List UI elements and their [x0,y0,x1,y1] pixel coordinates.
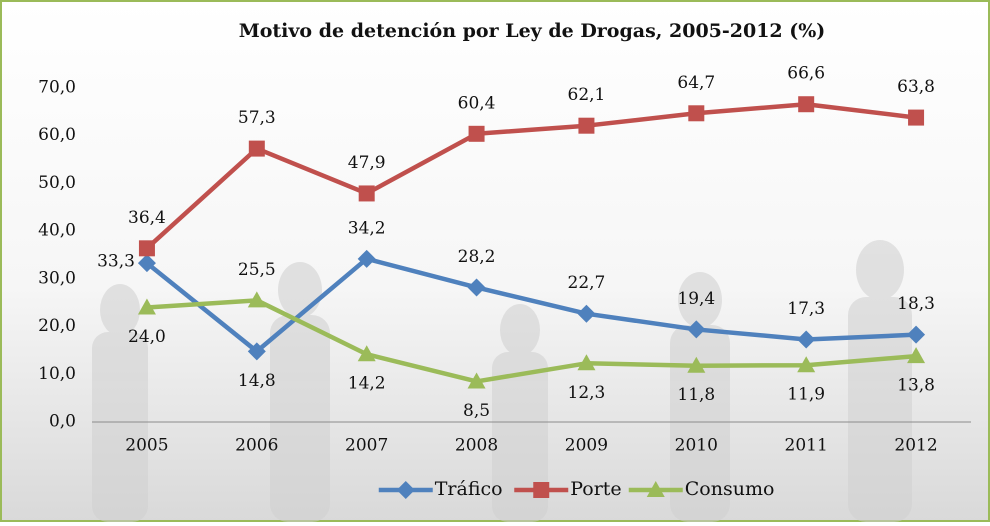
data-label: 34,2 [348,218,386,238]
data-label: 33,3 [97,252,135,272]
y-tick-label: 40,0 [38,221,76,241]
data-label: 13,8 [897,376,935,396]
x-tick-label: 2009 [565,436,608,456]
y-tick-label: 30,0 [38,268,76,288]
data-label: 11,8 [677,385,715,405]
data-point [469,126,485,142]
data-label: 19,4 [677,289,715,309]
data-label: 57,3 [238,108,276,128]
data-label: 60,4 [458,93,496,113]
data-point [578,118,594,134]
data-label: 24,0 [128,327,166,347]
data-label: 36,4 [128,208,166,228]
chart: Motivo de detención por Ley de Drogas, 2… [0,0,990,522]
data-point [688,105,704,121]
x-tick-label: 2006 [235,436,278,456]
y-tick-label: 70,0 [38,78,76,98]
data-label: 25,5 [238,260,276,280]
y-tick-label: 10,0 [38,364,76,384]
data-label: 64,7 [677,73,715,93]
data-label: 18,3 [897,294,935,314]
x-tick-label: 2012 [894,436,937,456]
data-point [249,141,265,157]
data-label: 17,3 [787,299,825,319]
x-tick-label: 2010 [675,436,718,456]
chart-title: Motivo de detención por Ley de Drogas, 2… [239,20,826,42]
data-label: 47,9 [348,153,386,173]
legend-label: Tráfico [435,478,503,500]
data-label: 14,8 [238,371,276,391]
data-label: 14,2 [348,374,386,394]
data-label: 22,7 [568,273,606,293]
data-label: 8,5 [463,401,490,421]
data-point [908,110,924,126]
data-label: 12,3 [568,383,606,403]
data-label: 11,9 [787,385,825,405]
x-tick-label: 2011 [785,436,828,456]
data-label: 62,1 [568,85,606,105]
data-label: 28,2 [458,247,496,267]
y-tick-label: 60,0 [38,125,76,145]
data-point [798,96,814,112]
x-tick-label: 2005 [125,436,168,456]
y-tick-label: 50,0 [38,173,76,193]
x-tick-label: 2008 [455,436,498,456]
data-label: 63,8 [897,77,935,97]
legend-label: Porte [570,478,621,500]
data-label: 66,6 [787,64,825,84]
legend-label: Consumo [685,478,775,500]
legend-marker [533,482,549,498]
y-tick-label: 20,0 [38,316,76,336]
data-point [359,185,375,201]
data-point [139,240,155,256]
y-tick-label: 0,0 [49,412,76,432]
x-tick-label: 2007 [345,436,388,456]
